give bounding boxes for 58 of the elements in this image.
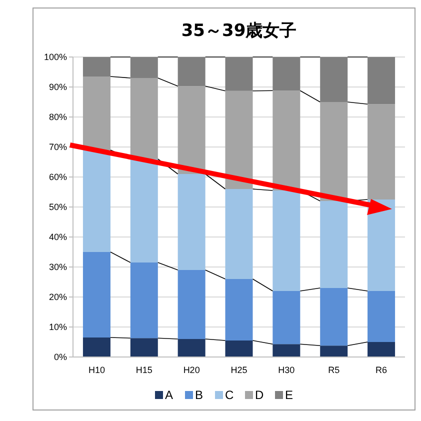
bar [130, 57, 158, 78]
legend-label: A [165, 388, 174, 402]
bar [320, 102, 348, 201]
bar [368, 200, 396, 291]
y-tick-label: 70% [48, 142, 67, 152]
bar [272, 190, 300, 291]
bar [130, 338, 158, 357]
bar [320, 201, 348, 288]
bar [130, 78, 158, 159]
legend-label: C [225, 388, 234, 402]
x-tick-label: H20 [183, 365, 200, 375]
y-tick-label: 50% [48, 202, 67, 212]
chart-title: 35～39歳女子 [181, 21, 297, 41]
bar [178, 57, 206, 86]
bar [82, 338, 110, 357]
bar [368, 57, 396, 104]
bar [82, 252, 110, 338]
y-tick-label: 80% [48, 112, 67, 122]
x-tick-label: H30 [278, 365, 295, 375]
bar [320, 288, 348, 346]
legend-label: E [285, 388, 294, 402]
bar [225, 340, 253, 357]
bar [320, 57, 348, 102]
bar [368, 342, 396, 357]
bar [82, 150, 110, 252]
legend-label: D [255, 388, 264, 402]
bar [368, 291, 396, 342]
y-tick-label: 60% [48, 172, 67, 182]
y-tick-label: 10% [48, 322, 67, 332]
x-tick-label: H25 [230, 365, 248, 375]
legend-label: B [195, 388, 204, 402]
x-tick-label: R6 [376, 365, 388, 375]
bar [320, 346, 348, 357]
bar [130, 159, 158, 262]
x-tick-label: H15 [136, 365, 152, 375]
bar [178, 270, 206, 339]
bar [225, 57, 253, 91]
bar [225, 189, 253, 279]
bar [130, 262, 158, 338]
bar [272, 291, 300, 344]
bar [272, 57, 300, 91]
bar [272, 344, 300, 357]
bar [225, 279, 253, 340]
y-tick-label: 100% [44, 52, 67, 62]
x-tick-label: R5 [328, 365, 340, 375]
y-tick-label: 20% [48, 292, 67, 302]
y-tick-label: 0% [54, 352, 67, 362]
y-tick-label: 30% [48, 262, 67, 272]
x-tick-label: H10 [88, 365, 105, 375]
bar [82, 76, 110, 150]
bar [272, 90, 300, 190]
bar [82, 57, 110, 76]
bar [178, 86, 206, 174]
bar [225, 90, 253, 189]
bar [178, 339, 206, 357]
bar [178, 174, 206, 270]
y-tick-label: 40% [48, 232, 67, 242]
y-tick-label: 90% [48, 82, 67, 92]
